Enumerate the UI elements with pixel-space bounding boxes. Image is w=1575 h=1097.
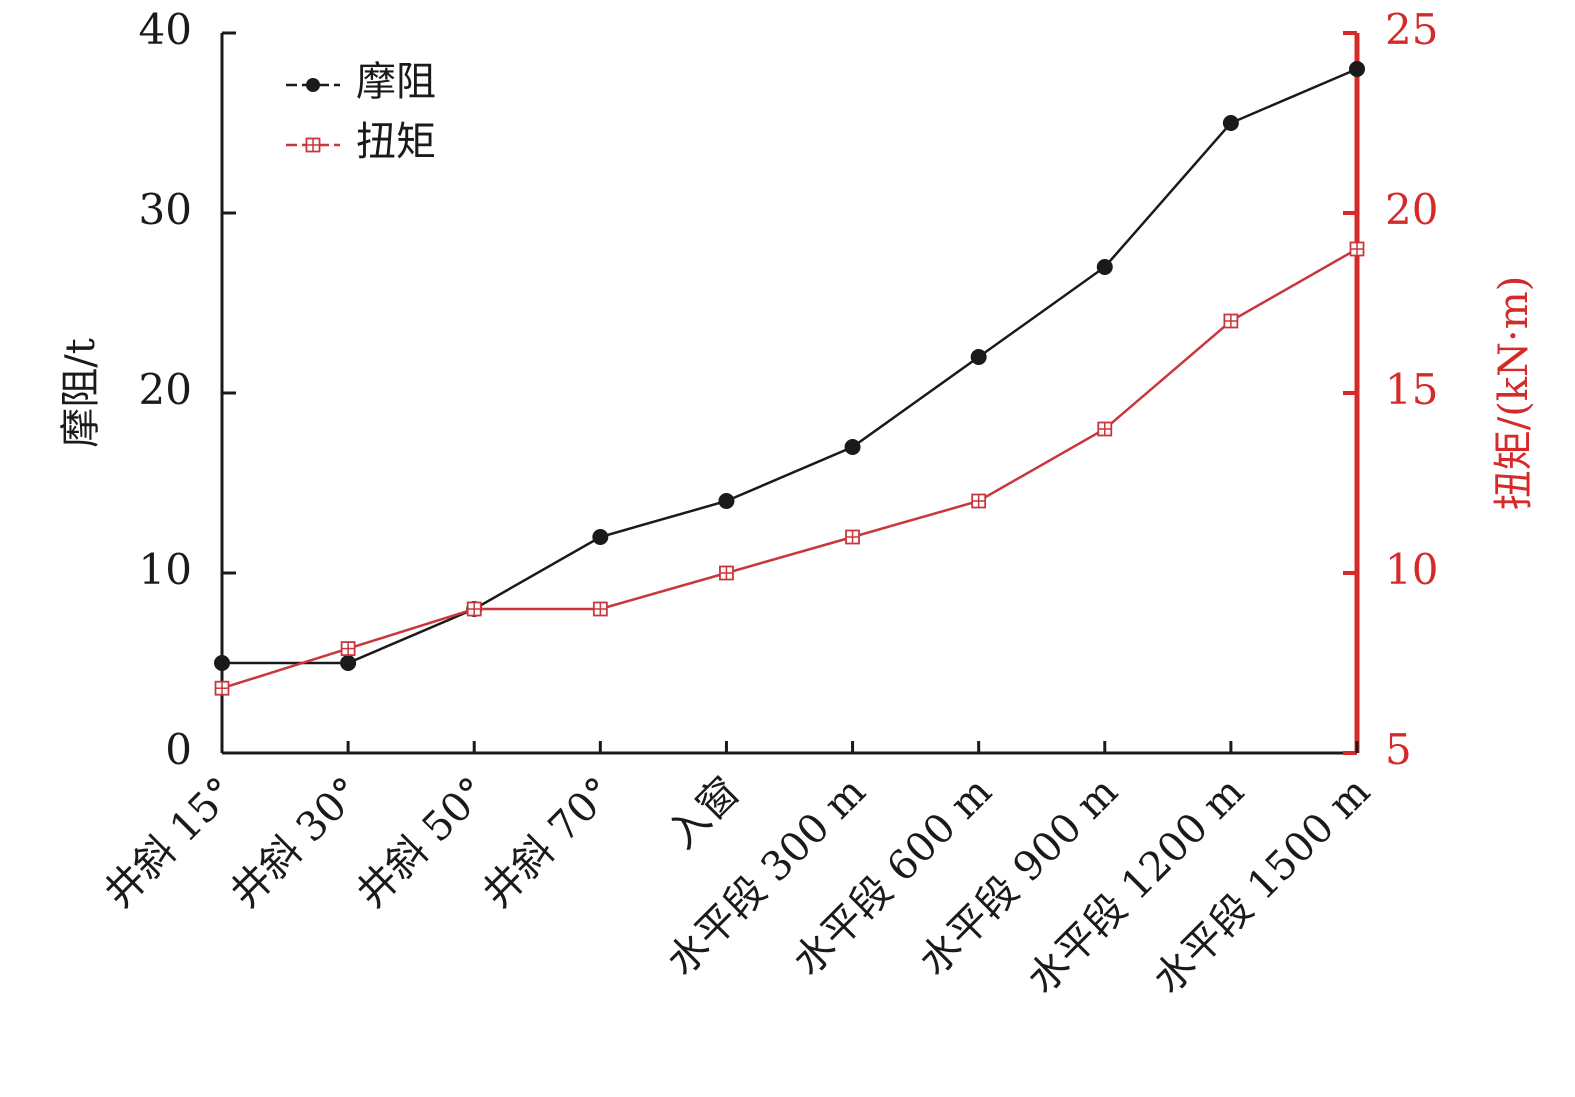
data-point <box>844 439 861 455</box>
data-point <box>1349 241 1365 257</box>
right-axis-ticks: 5 10 15 20 25 <box>1343 5 1438 774</box>
left-axis-ticks: 0 10 20 30 40 <box>139 5 236 774</box>
data-point <box>1097 421 1113 437</box>
data-point <box>845 529 860 545</box>
legend-label: 扭矩 <box>356 119 436 165</box>
left-axis-title: 摩阻/t <box>58 338 104 448</box>
data-point <box>340 641 356 656</box>
x-category-label: 水平段 1500 m <box>1145 769 1379 1003</box>
x-category-label: 入窗 <box>659 769 748 858</box>
left-tick-label: 20 <box>139 365 192 414</box>
data-point <box>971 493 987 509</box>
series-line <box>221 247 1358 690</box>
left-tick-label: 40 <box>139 5 192 54</box>
x-category-label: 水平段 1200 m <box>1019 769 1253 1003</box>
legend-marker <box>306 78 320 92</box>
x-category-label: 井斜 70° <box>474 769 622 917</box>
data-point <box>1223 313 1239 329</box>
left-tick-label: 30 <box>139 185 192 234</box>
data-point <box>719 565 734 581</box>
left-tick-label: 0 <box>165 725 192 774</box>
data-point <box>592 529 609 545</box>
data-point <box>466 601 482 617</box>
data-point <box>214 655 230 671</box>
data-point <box>1096 259 1113 275</box>
series-layer <box>214 61 1365 696</box>
right-tick-label: 25 <box>1385 5 1438 54</box>
right-tick-label: 20 <box>1385 185 1438 234</box>
data-point <box>1222 115 1239 131</box>
legend-entry-2: 扭矩 <box>286 119 436 165</box>
data-point <box>1349 61 1365 77</box>
data-point <box>340 655 357 671</box>
right-tick-label: 5 <box>1385 725 1412 774</box>
legend-entry-1: 摩阻 <box>286 59 436 105</box>
data-point <box>214 680 230 696</box>
x-category-label: 井斜 50° <box>348 769 496 917</box>
data-point <box>970 349 987 365</box>
data-point <box>718 493 735 509</box>
series-2 <box>214 241 1365 696</box>
right-tick-label: 10 <box>1385 545 1438 594</box>
left-tick-label: 10 <box>139 545 192 594</box>
legend-marker <box>305 137 321 153</box>
x-category-label: 井斜 30° <box>222 769 370 917</box>
right-axis-title: 扭矩/(kN·m) <box>1491 276 1537 511</box>
series-line <box>222 67 1358 665</box>
x-category-label: 井斜 15° <box>96 769 244 917</box>
legend-label: 摩阻 <box>356 59 436 105</box>
data-point <box>592 601 608 617</box>
right-tick-label: 15 <box>1385 365 1438 414</box>
